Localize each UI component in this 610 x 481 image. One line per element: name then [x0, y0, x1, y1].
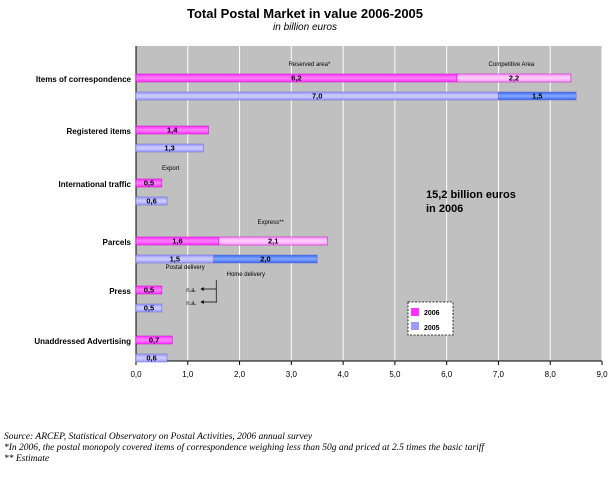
bar-value-label: 2,2	[509, 74, 519, 83]
bar-2006	[135, 285, 163, 295]
x-tick-label: 0,0	[130, 370, 142, 379]
annotation-export: Export	[162, 166, 180, 172]
bar-2005	[135, 196, 168, 206]
annotation-postal-delivery: Postal delivery	[166, 265, 205, 271]
category-label: Unaddressed Advertising	[34, 337, 131, 346]
bar-2005	[213, 254, 318, 264]
bar-2005	[498, 91, 577, 101]
bar-value-label: 7,0	[312, 92, 322, 101]
x-tick-label: 3,0	[286, 370, 298, 379]
legend-label-2006: 2006	[424, 310, 440, 317]
annotation-express: Express**	[257, 220, 284, 226]
category-label: International traffic	[59, 180, 132, 189]
chart-notes: Source: ARCEP, Statistical Observatory o…	[4, 432, 604, 465]
annotation-reserved-area: Reserved area*	[289, 62, 331, 68]
bar-2005	[135, 353, 168, 363]
x-tick-label: 1,0	[182, 370, 194, 379]
bar-value-label: 0,5	[144, 286, 154, 295]
home-delivery-arrows	[200, 287, 204, 304]
bar-value-label: 0,7	[149, 336, 159, 345]
source-note: Source: ARCEP, Statistical Observatory o…	[4, 432, 313, 442]
bar-2005	[135, 303, 163, 313]
legend-swatch-2006	[411, 308, 419, 316]
annotation-home-delivery: Home delivery	[227, 272, 265, 278]
bar-2006	[135, 335, 173, 345]
x-tick-label: 5,0	[389, 370, 401, 379]
bar-2006	[218, 236, 328, 246]
category-label: Parcels	[103, 238, 132, 247]
category-label: Items of correspondence	[36, 75, 132, 84]
chart-title: Total Postal Market in value 2006-2005	[186, 6, 424, 21]
bar-value-label: 0,6	[146, 197, 156, 206]
bar-value-label: 1,4	[167, 126, 178, 135]
total-annotation-line2: in 2006	[426, 203, 463, 215]
footnote-estimate: ** Estimate	[4, 454, 50, 464]
bar-value-label: 1,6	[172, 237, 182, 246]
bar-value-label: 1,5	[170, 255, 180, 264]
annotation-competitive-area: Competitive Area	[489, 62, 535, 68]
x-tick-label: 8,0	[545, 370, 557, 379]
x-tick-label: 6,0	[441, 370, 453, 379]
bar-2006	[456, 73, 572, 83]
bar-value-label: 2,1	[268, 237, 278, 246]
bar-chart: 0,0 1,0 2,0 3,0 4,0 5,0 6,0 7,0 8,0 9,0 Items of c…	[34, 46, 608, 379]
x-tick-label: 2,0	[234, 370, 246, 379]
legend-swatch-2005	[411, 322, 419, 330]
total-annotation-line1: 15,2 billion euros	[426, 189, 516, 201]
bar-value-label: 1,3	[164, 144, 174, 153]
x-tick-label: 9,0	[596, 370, 608, 379]
bar-value-label: 0,6	[146, 354, 156, 363]
annotation-na-2006: n.a.	[186, 288, 196, 294]
bar-2006	[135, 125, 209, 135]
legend-label-2005: 2005	[424, 325, 440, 332]
category-label: Press	[109, 287, 131, 296]
bar-value-label: 1,5	[532, 92, 542, 101]
footnote-reserved-area: *In 2006, the postal monopoly covered it…	[4, 443, 485, 453]
category-label: Registered items	[67, 127, 132, 136]
bar-2006	[135, 178, 163, 188]
annotation-na-2005: n.a.	[186, 301, 196, 307]
bar-2005	[135, 143, 204, 153]
bar-value-label: 6,2	[291, 74, 301, 83]
x-tick-label: 4,0	[338, 370, 350, 379]
bar-value-label: 0,5	[144, 304, 154, 313]
bar-value-label: 0,5	[144, 179, 154, 188]
bar-value-label: 2,0	[260, 255, 270, 264]
chart-subtitle: in billion euros	[273, 22, 337, 33]
x-tick-label: 7,0	[493, 370, 505, 379]
